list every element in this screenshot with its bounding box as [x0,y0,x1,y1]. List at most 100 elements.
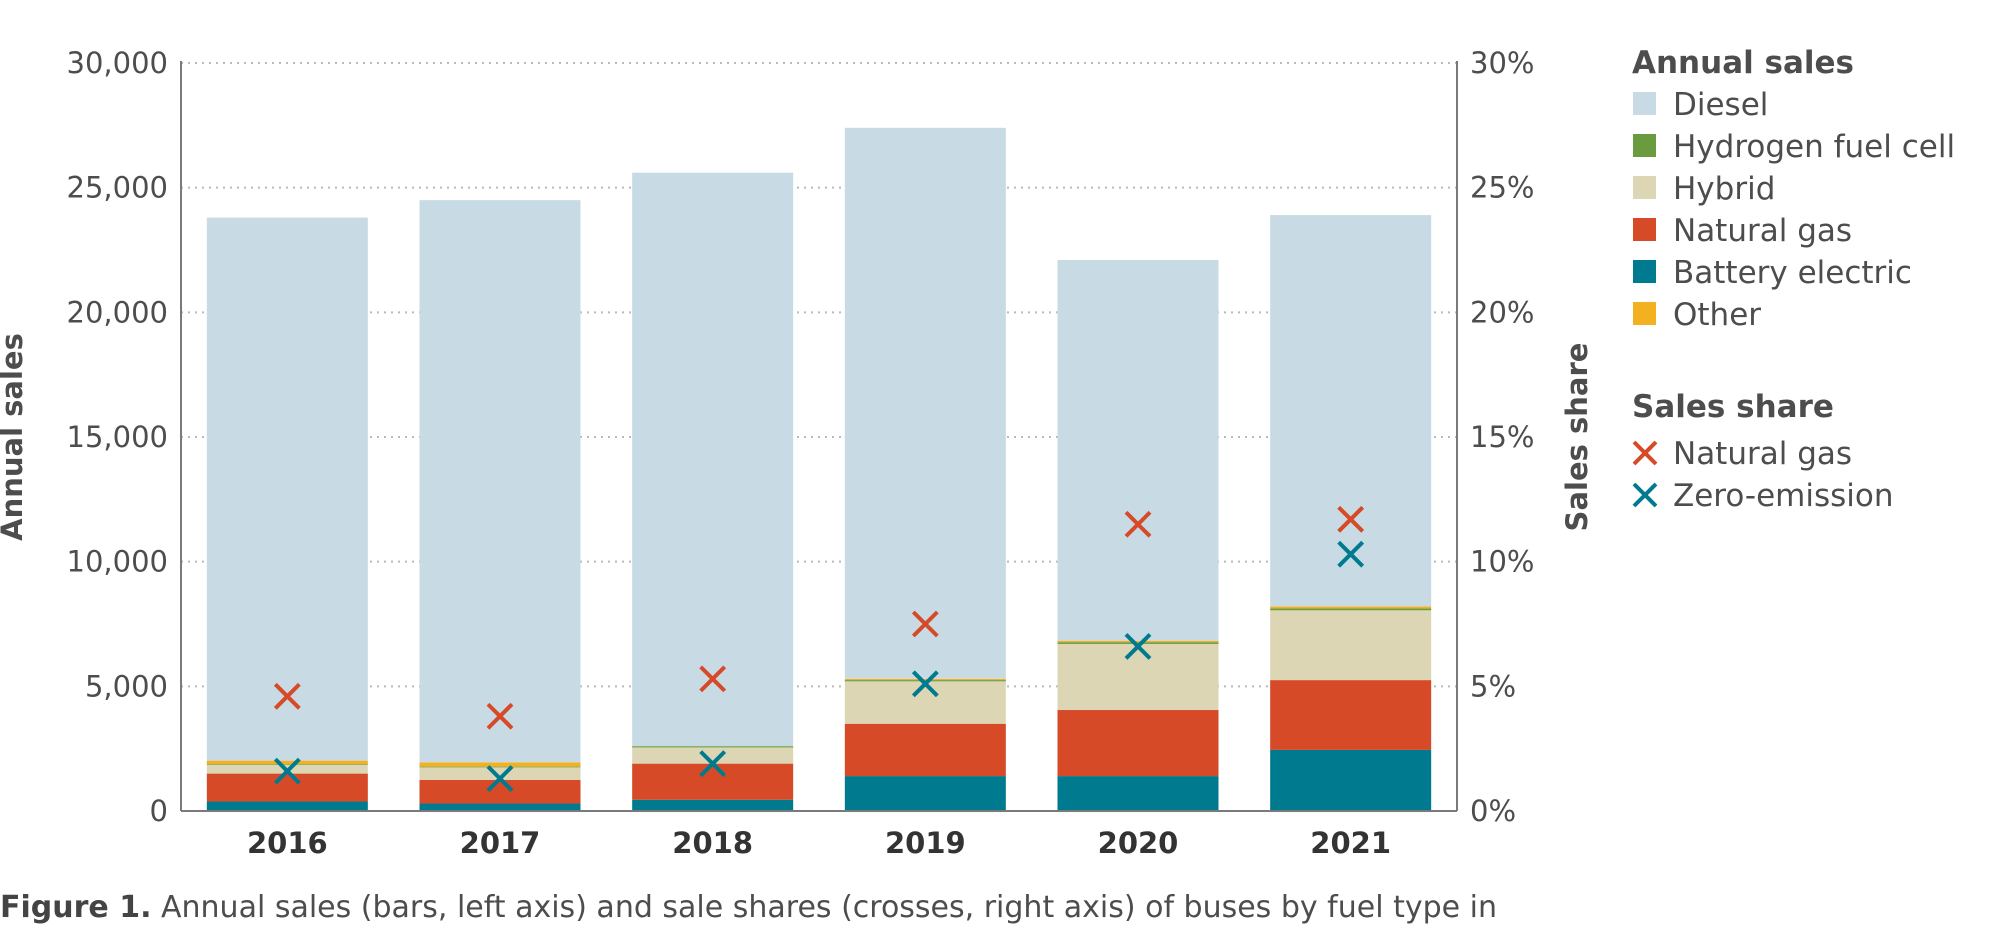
cross-stroke [699,750,727,778]
x-tick-label: 2018 [672,826,753,860]
bar-hydrogen-fuel-cell-2020 [1057,642,1219,644]
bar-other-2016 [206,760,368,765]
share-markers [273,505,1365,793]
y2-tick-label: 5% [1470,669,1516,703]
marker-natural-gas-2017 [486,702,514,730]
legend-swatch [1633,302,1656,325]
cross-stroke [1124,633,1152,660]
marker-natural-gas-2018 [699,665,727,693]
cross-stroke [486,702,514,730]
cross-stroke [1632,482,1658,508]
marker-zero-emission-2019 [911,670,939,698]
bar-diesel-2019 [844,127,1006,679]
bar-battery-electric-2021 [1270,749,1432,811]
bar-natural-gas-2018 [632,763,794,800]
x-tick-label: 2020 [1098,826,1179,860]
bar-other-2020 [1057,640,1219,643]
bar-diesel-2021 [1270,215,1432,607]
legend-title-annual-sales: Annual sales [1632,45,1854,81]
cross-stroke [1337,540,1365,568]
y2-tick-label: 0% [1470,794,1516,828]
bar-hydrogen-fuel-cell-2019 [844,680,1006,682]
cross-stroke [1124,510,1152,538]
bar-other-2021 [1270,606,1432,609]
legend-label: Other [1673,297,1761,333]
marker-zero-emission-2018 [699,750,727,778]
legend-swatch [1633,260,1656,283]
bar-hydrogen-fuel-cell-2018 [632,746,794,748]
gridlines [181,62,1457,688]
marker-natural-gas-2020 [1124,510,1152,538]
bar-natural-gas-2017 [419,779,581,804]
bar-natural-gas-2020 [1057,710,1219,777]
legend: Annual sales Sales share Diesel Hydrogen … [1632,45,1955,514]
bar-hybrid-2017 [419,767,581,780]
y2-tick-label: 15% [1470,420,1534,454]
y2-tick-label: 10% [1470,545,1534,579]
legend-label: Battery electric [1673,255,1912,291]
legend-label: Zero-emission [1673,478,1894,514]
bar-diesel-2020 [1057,259,1219,641]
legend-swatch [1633,218,1656,241]
bar-battery-electric-2019 [844,776,1006,811]
marker-natural-gas-2016 [273,682,301,710]
y-tick-label: 30,000 [67,46,168,80]
cross-stroke [273,682,301,710]
y2-tick-label: 30% [1470,46,1534,80]
y-tick-label: 15,000 [67,420,168,454]
bar-diesel-2018 [632,172,794,747]
axis-labels: 30,000 30% 25,000 25% 20,000 20% 15,000 15% 10,0… [67,46,1535,860]
x-tick-label: 2019 [885,826,966,860]
cross-stroke [1632,440,1658,466]
y2-axis-title: Sales share [1560,343,1594,532]
y-tick-label: 5,000 [85,669,168,703]
legend-cross-icon [1632,440,1658,466]
bar-battery-electric-2020 [1057,776,1219,811]
figure-caption: Figure 1. Annual sales (bars, left axis)… [0,890,1497,925]
bar-hydrogen-fuel-cell-2021 [1270,608,1432,611]
legend-label: Natural gas [1673,436,1852,472]
legend-cross-icon [1632,482,1658,508]
x-tick-label: 2021 [1310,826,1391,860]
legend-swatch [1633,176,1656,199]
bar-battery-electric-2017 [419,803,581,811]
x-tick-label: 2017 [460,826,541,860]
bar-diesel-2017 [419,200,581,763]
legend-label: Hydrogen fuel cell [1673,129,1955,165]
legend-label: Natural gas [1673,213,1852,249]
cross-stroke [486,765,514,793]
marker-zero-emission-2016 [273,757,301,785]
cross-stroke [273,757,301,785]
caption-label: Figure 1. [0,890,152,925]
bar-hybrid-2019 [844,681,1006,724]
y-tick-label: 10,000 [67,545,168,579]
legend-title-sales-share: Sales share [1632,389,1834,425]
cross-stroke [699,665,727,693]
legend-label: Hybrid [1673,171,1775,207]
bar-natural-gas-2021 [1270,680,1432,750]
legend-label: Diesel [1673,87,1768,123]
bar-battery-electric-2016 [206,801,368,811]
marker-zero-emission-2020 [1124,633,1152,660]
cross-stroke [911,670,939,698]
y-tick-label: 20,000 [67,295,168,329]
legend-swatch [1633,134,1656,157]
bar-hydrogen-fuel-cell-2017 [419,766,581,768]
legend-swatch [1633,92,1656,115]
bar-other-2019 [844,678,1006,681]
cross-stroke [1337,505,1365,533]
bar-hydrogen-fuel-cell-2016 [206,764,368,765]
axes [180,61,1458,812]
y-axis-title: Annual sales [0,333,29,541]
bar-other-2017 [419,762,581,767]
y2-tick-label: 20% [1470,295,1534,329]
marker-natural-gas-2021 [1337,505,1365,533]
y2-tick-label: 25% [1470,171,1534,205]
bar-natural-gas-2016 [206,773,368,802]
y-tick-label: 25,000 [67,171,168,205]
x-tick-label: 2016 [247,826,328,860]
bar-battery-electric-2018 [632,799,794,811]
bar-hybrid-2021 [1270,610,1432,681]
caption-text: Annual sales (bars, left axis) and sale … [151,890,1497,925]
